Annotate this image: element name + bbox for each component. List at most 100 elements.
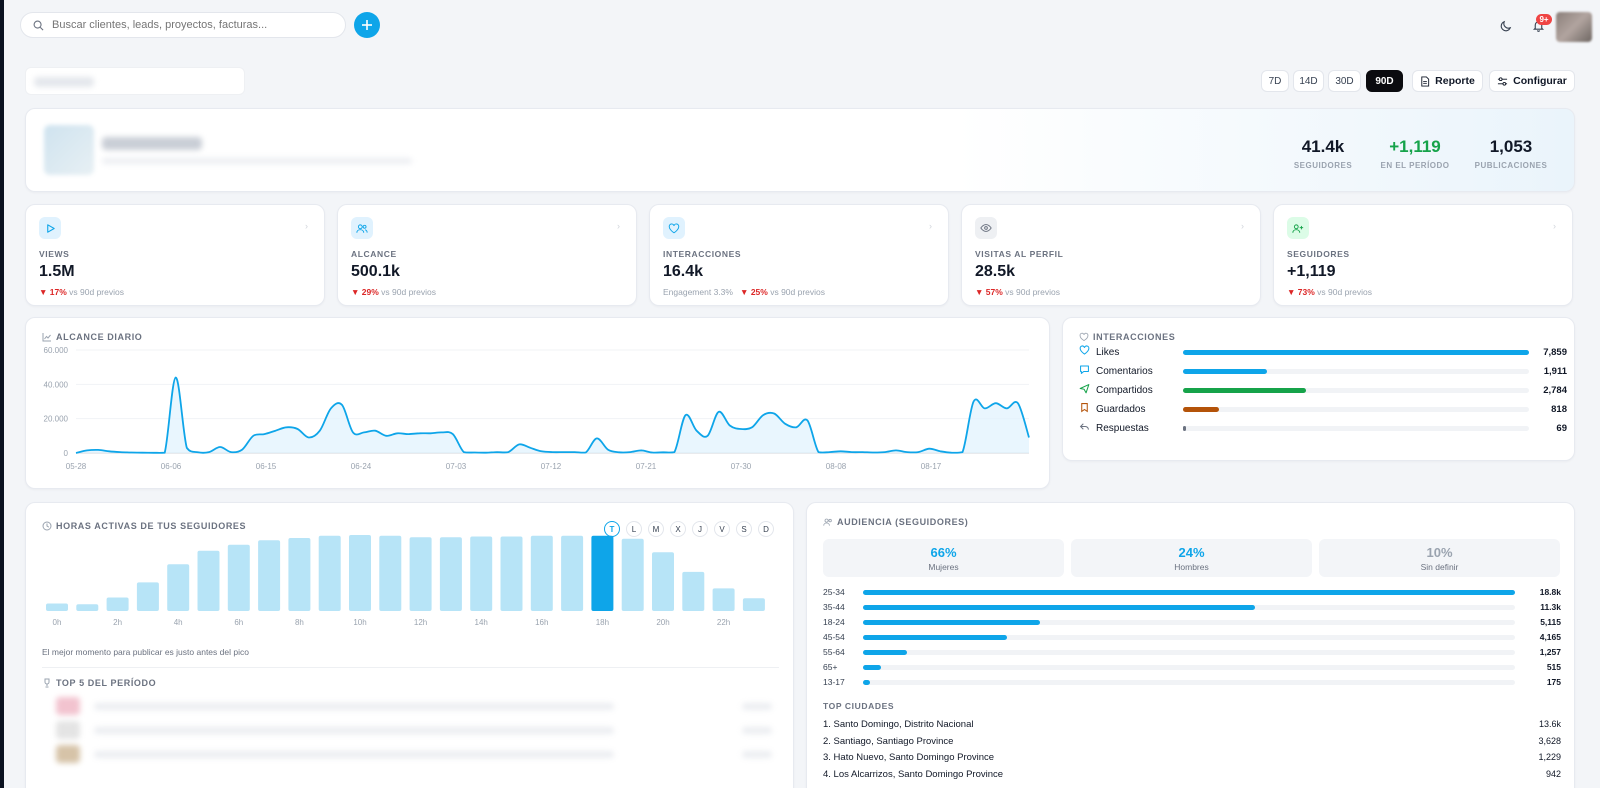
age-label: 25-34: [823, 587, 845, 597]
kpi-label: SEGUIDORES: [1287, 249, 1350, 259]
city-value: 13.6k: [1538, 719, 1561, 729]
kpi-card-interactions[interactable]: › INTERACCIONES 16.4k Engagement 3.3% ▼ …: [649, 204, 949, 306]
kpi-change: Engagement 3.3% ▼ 25% vs 90d previos: [663, 287, 825, 297]
day-button-m[interactable]: M: [648, 521, 664, 537]
y-tick-label: 20.000: [44, 415, 69, 424]
hour-bar[interactable]: [197, 550, 220, 611]
posts-value: 1,053: [1489, 137, 1533, 156]
gender-label: Sin definir: [1420, 562, 1459, 572]
app-sidebar-edge: [0, 0, 4, 788]
users-outline-icon: [823, 518, 832, 526]
kpi-change: ▼ 73% vs 90d previos: [1287, 287, 1372, 297]
hour-bar[interactable]: [46, 603, 68, 612]
range-7d-button[interactable]: 7D: [1261, 70, 1289, 92]
day-button-j[interactable]: J: [692, 521, 708, 537]
hour-bar[interactable]: [288, 538, 311, 611]
theme-toggle-button[interactable]: [1495, 14, 1517, 36]
hour-bar[interactable]: [439, 537, 462, 611]
age-bar-track: [863, 605, 1515, 610]
post-caption-redacted: [94, 703, 614, 710]
clock-icon: [42, 521, 52, 531]
search-bar[interactable]: [20, 12, 346, 38]
hour-bar[interactable]: [561, 535, 584, 611]
age-bar-track: [863, 665, 1515, 670]
account-selector[interactable]: [25, 67, 245, 95]
hour-bar[interactable]: [106, 597, 129, 612]
top5-post-redacted[interactable]: [42, 697, 779, 717]
age-value: 4,165: [1539, 632, 1561, 642]
audience-title: AUDIENCIA (SEGUIDORES): [823, 517, 968, 527]
report-label: Reporte: [1435, 75, 1475, 87]
hour-bar[interactable]: [530, 535, 553, 611]
user-avatar[interactable]: [1556, 12, 1592, 42]
gender-value: 10%: [1426, 545, 1453, 560]
notifications-badge: 9+: [1536, 14, 1552, 25]
age-bar-fill: [863, 650, 907, 655]
kpi-card-followers[interactable]: › SEGUIDORES +1,119 ▼ 73% vs 90d previos: [1273, 204, 1573, 306]
hour-bar[interactable]: [500, 536, 523, 612]
hour-tick-label: 16h: [535, 618, 548, 627]
hour-bar[interactable]: [349, 535, 371, 611]
age-row: 65+ 515: [823, 661, 1561, 673]
x-tick-label: 06-24: [351, 462, 372, 471]
range-90d-button[interactable]: 90D: [1366, 70, 1403, 92]
user-plus-icon: [1292, 223, 1304, 233]
day-button-s[interactable]: S: [736, 521, 752, 537]
hour-bar[interactable]: [136, 582, 159, 611]
top5-post-redacted[interactable]: [42, 745, 779, 765]
hour-bar[interactable]: [652, 552, 674, 611]
range-30d-button[interactable]: 30D: [1328, 70, 1361, 92]
day-button-x[interactable]: X: [670, 521, 686, 537]
top5-post-redacted[interactable]: [42, 721, 779, 741]
sliders-icon: [1498, 76, 1508, 86]
age-bar-fill: [863, 605, 1255, 610]
hour-bar[interactable]: [591, 535, 614, 611]
hour-tick-label: 4h: [174, 618, 183, 627]
hour-bar[interactable]: [621, 538, 644, 611]
kpi-card-reach[interactable]: › ALCANCE 500.1k ▼ 29% vs 90d previos: [337, 204, 637, 306]
audience-card: AUDIENCIA (SEGUIDORES) 66% Mujeres 24% H…: [806, 502, 1575, 788]
hour-bar[interactable]: [470, 536, 493, 612]
age-bar-fill: [863, 620, 1041, 625]
day-button-l[interactable]: L: [626, 521, 642, 537]
add-button[interactable]: [354, 12, 380, 38]
age-label: 55-64: [823, 647, 845, 657]
hour-bar[interactable]: [682, 571, 705, 611]
followers-stat: 41.4k SEGUIDORES: [1283, 137, 1363, 170]
hour-bar[interactable]: [379, 535, 402, 611]
interaction-bar-track: [1183, 425, 1529, 431]
age-value: 5,115: [1540, 617, 1561, 627]
interaction-row-respuestas: Respuestas 69: [1079, 420, 1567, 436]
hour-bar[interactable]: [167, 564, 190, 611]
configure-button[interactable]: Configurar: [1489, 70, 1575, 92]
hour-tick-label: 8h: [295, 618, 304, 627]
report-button[interactable]: Reporte: [1412, 70, 1483, 92]
kpi-card-views[interactable]: › VIEWS 1.5M ▼ 17% vs 90d previos: [25, 204, 325, 306]
gender-women: 66% Mujeres: [823, 539, 1064, 577]
kpi-card-profile-visits[interactable]: › VISITAS AL PERFIL 28.5k ▼ 57% vs 90d p…: [961, 204, 1261, 306]
range-14d-button[interactable]: 14D: [1293, 70, 1324, 92]
hour-bar[interactable]: [712, 588, 735, 611]
interaction-value: 1,911: [1543, 365, 1567, 377]
hour-bar[interactable]: [227, 544, 250, 611]
hour-bar[interactable]: [318, 535, 341, 611]
day-button-d[interactable]: D: [758, 521, 774, 537]
kpi-icon-wrap: [1287, 217, 1309, 239]
post-metric-redacted: [742, 727, 772, 734]
kpi-icon-wrap: [663, 217, 685, 239]
chevron-right-icon: ›: [929, 221, 932, 231]
hour-bar[interactable]: [76, 604, 99, 611]
x-tick-label: 07-12: [541, 462, 562, 471]
hour-bar[interactable]: [742, 598, 765, 611]
search-input[interactable]: [52, 19, 322, 31]
hour-bar[interactable]: [258, 540, 281, 611]
post-metric-redacted: [742, 751, 772, 758]
city-row: 3. Hato Nuevo, Santo Domingo Province 1,2…: [823, 752, 1561, 766]
hour-bar[interactable]: [409, 537, 432, 611]
interaction-bar-fill: [1183, 425, 1187, 431]
top-cities-title: TOP CIUDADES: [823, 701, 895, 711]
age-row: 25-34 18.8k: [823, 586, 1561, 598]
day-button-v[interactable]: V: [714, 521, 730, 537]
hour-tick-label: 6h: [234, 618, 243, 627]
daily-reach-title-text: ALCANCE DIARIO: [56, 332, 143, 342]
